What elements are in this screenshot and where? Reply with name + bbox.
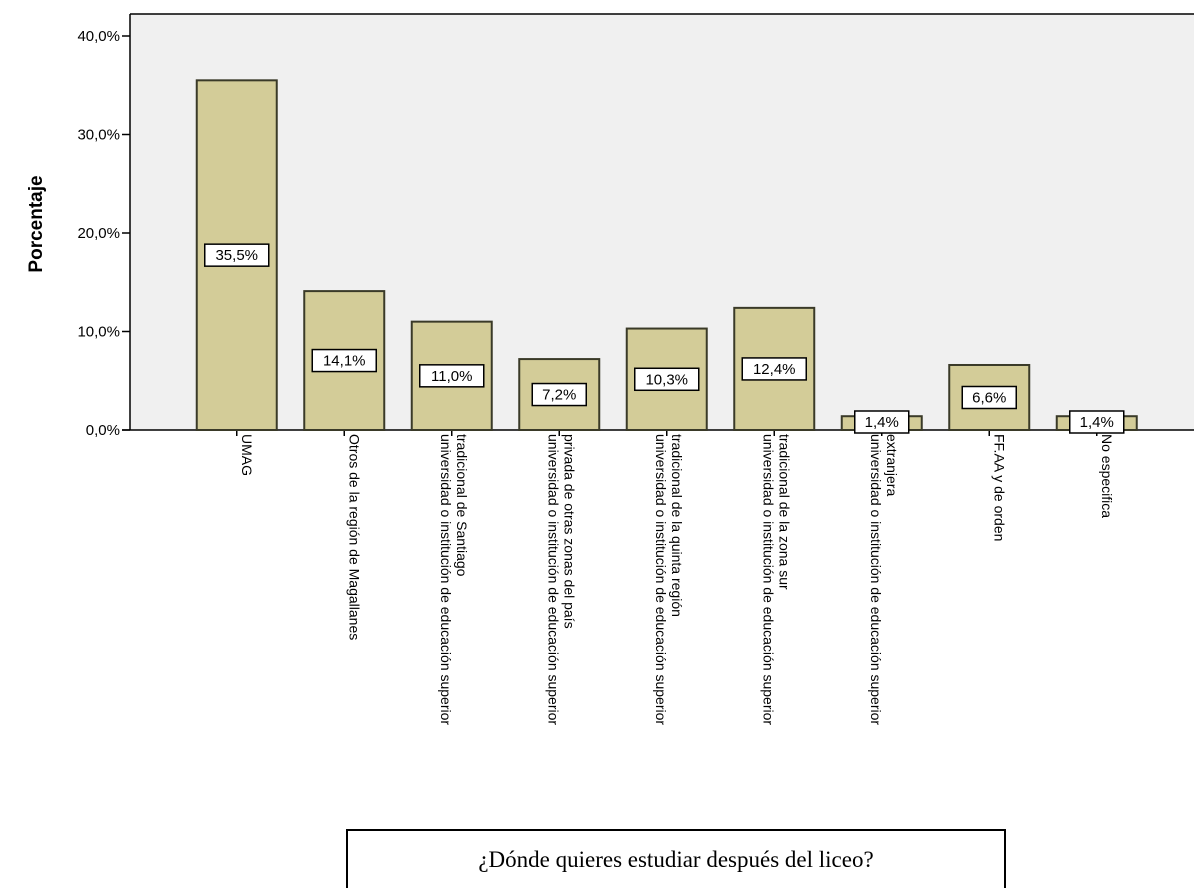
category-label: universidad o institución de educación s… xyxy=(760,434,792,725)
category-label-line: universidad o institución de educación s… xyxy=(438,434,454,725)
value-label: 11,0% xyxy=(419,364,485,388)
category-label-line: tradicional de Santiago xyxy=(454,434,470,577)
value-label-text: 10,3% xyxy=(645,371,688,388)
category-label: FF.AA y de orden xyxy=(991,434,1007,541)
value-label-text: 35,5% xyxy=(215,247,258,264)
value-label: 6,6% xyxy=(961,385,1017,410)
category-labels: UMAG Otros de la región de Magallanes univ… xyxy=(239,434,1115,725)
value-label-box xyxy=(531,382,587,407)
y-tick-label: 40,0% xyxy=(77,28,120,45)
category-label: Otros de la región de Magallanes xyxy=(346,434,362,640)
category-label-line: UMAG xyxy=(239,434,255,476)
value-label: 12,4% xyxy=(741,357,807,381)
value-label-text: 12,4% xyxy=(753,361,796,378)
value-label-text: 11,0% xyxy=(431,368,472,385)
value-label-text: 14,1% xyxy=(323,353,366,370)
category-label-line: extranjera xyxy=(884,434,900,496)
value-label: 7,2% xyxy=(531,382,587,407)
value-label: 1,4% xyxy=(1069,410,1125,434)
category-label-line: universidad o institución de educación s… xyxy=(868,434,884,725)
chart-title: ¿Dónde quieres estudiar después del lice… xyxy=(346,829,1006,888)
category-label: No especifica xyxy=(1099,434,1115,518)
category-label: universidad o institución de educación s… xyxy=(545,434,577,725)
category-label: universidad o institución de educación s… xyxy=(438,434,470,725)
value-label: 1,4% xyxy=(854,410,910,434)
y-tick-label: 20,0% xyxy=(77,225,120,242)
y-tick-label: 30,0% xyxy=(77,127,120,144)
value-labels: 35,5% 14,1% 11,0% 7,2% 10,3% 12,4% 1,4% 6,6% 1,4… xyxy=(204,243,1125,434)
y-tick-labels: 0,0% 10,0% 20,0% 30,0% 40,0% xyxy=(77,28,120,439)
category-label: UMAG xyxy=(239,434,255,476)
value-label-box xyxy=(741,357,807,381)
value-label: 10,3% xyxy=(634,367,700,392)
value-label: 14,1% xyxy=(311,348,377,373)
value-label-box xyxy=(1069,410,1125,434)
value-label-text: 7,2% xyxy=(542,387,576,404)
value-label-box xyxy=(419,364,485,388)
category-label-line: universidad o institución de educación s… xyxy=(545,434,561,725)
chart-title-text: ¿Dónde quieres estudiar después del lice… xyxy=(478,846,874,872)
value-label-text: 1,4% xyxy=(1080,414,1114,431)
value-label-box xyxy=(961,385,1017,410)
value-label-box xyxy=(634,367,700,392)
category-label: universidad o institución de educación s… xyxy=(868,434,900,725)
value-label-box xyxy=(204,243,270,267)
category-label-line: tradicional de la quinta región xyxy=(669,434,685,617)
category-label-line: universidad o institución de educación s… xyxy=(760,434,776,725)
value-label-text: 6,6% xyxy=(972,389,1006,406)
y-axis-title: Porcentaje xyxy=(26,175,47,272)
y-tick-label: 0,0% xyxy=(86,422,120,439)
y-tick-label: 10,0% xyxy=(77,324,120,341)
value-label-box xyxy=(311,348,377,373)
category-label-line: No especifica xyxy=(1099,434,1115,518)
category-label: universidad o institución de educación s… xyxy=(653,434,685,725)
category-label-line: privada de otras zonas del país xyxy=(561,434,577,629)
category-label-line: Otros de la región de Magallanes xyxy=(346,434,362,640)
value-label-text: 1,4% xyxy=(865,414,899,431)
category-label-line: universidad o institución de educación s… xyxy=(653,434,669,725)
value-label-box xyxy=(854,410,910,434)
category-label-line: FF.AA y de orden xyxy=(991,434,1007,541)
category-label-line: tradicional de la zona sur xyxy=(776,434,792,590)
value-label: 35,5% xyxy=(204,243,270,267)
